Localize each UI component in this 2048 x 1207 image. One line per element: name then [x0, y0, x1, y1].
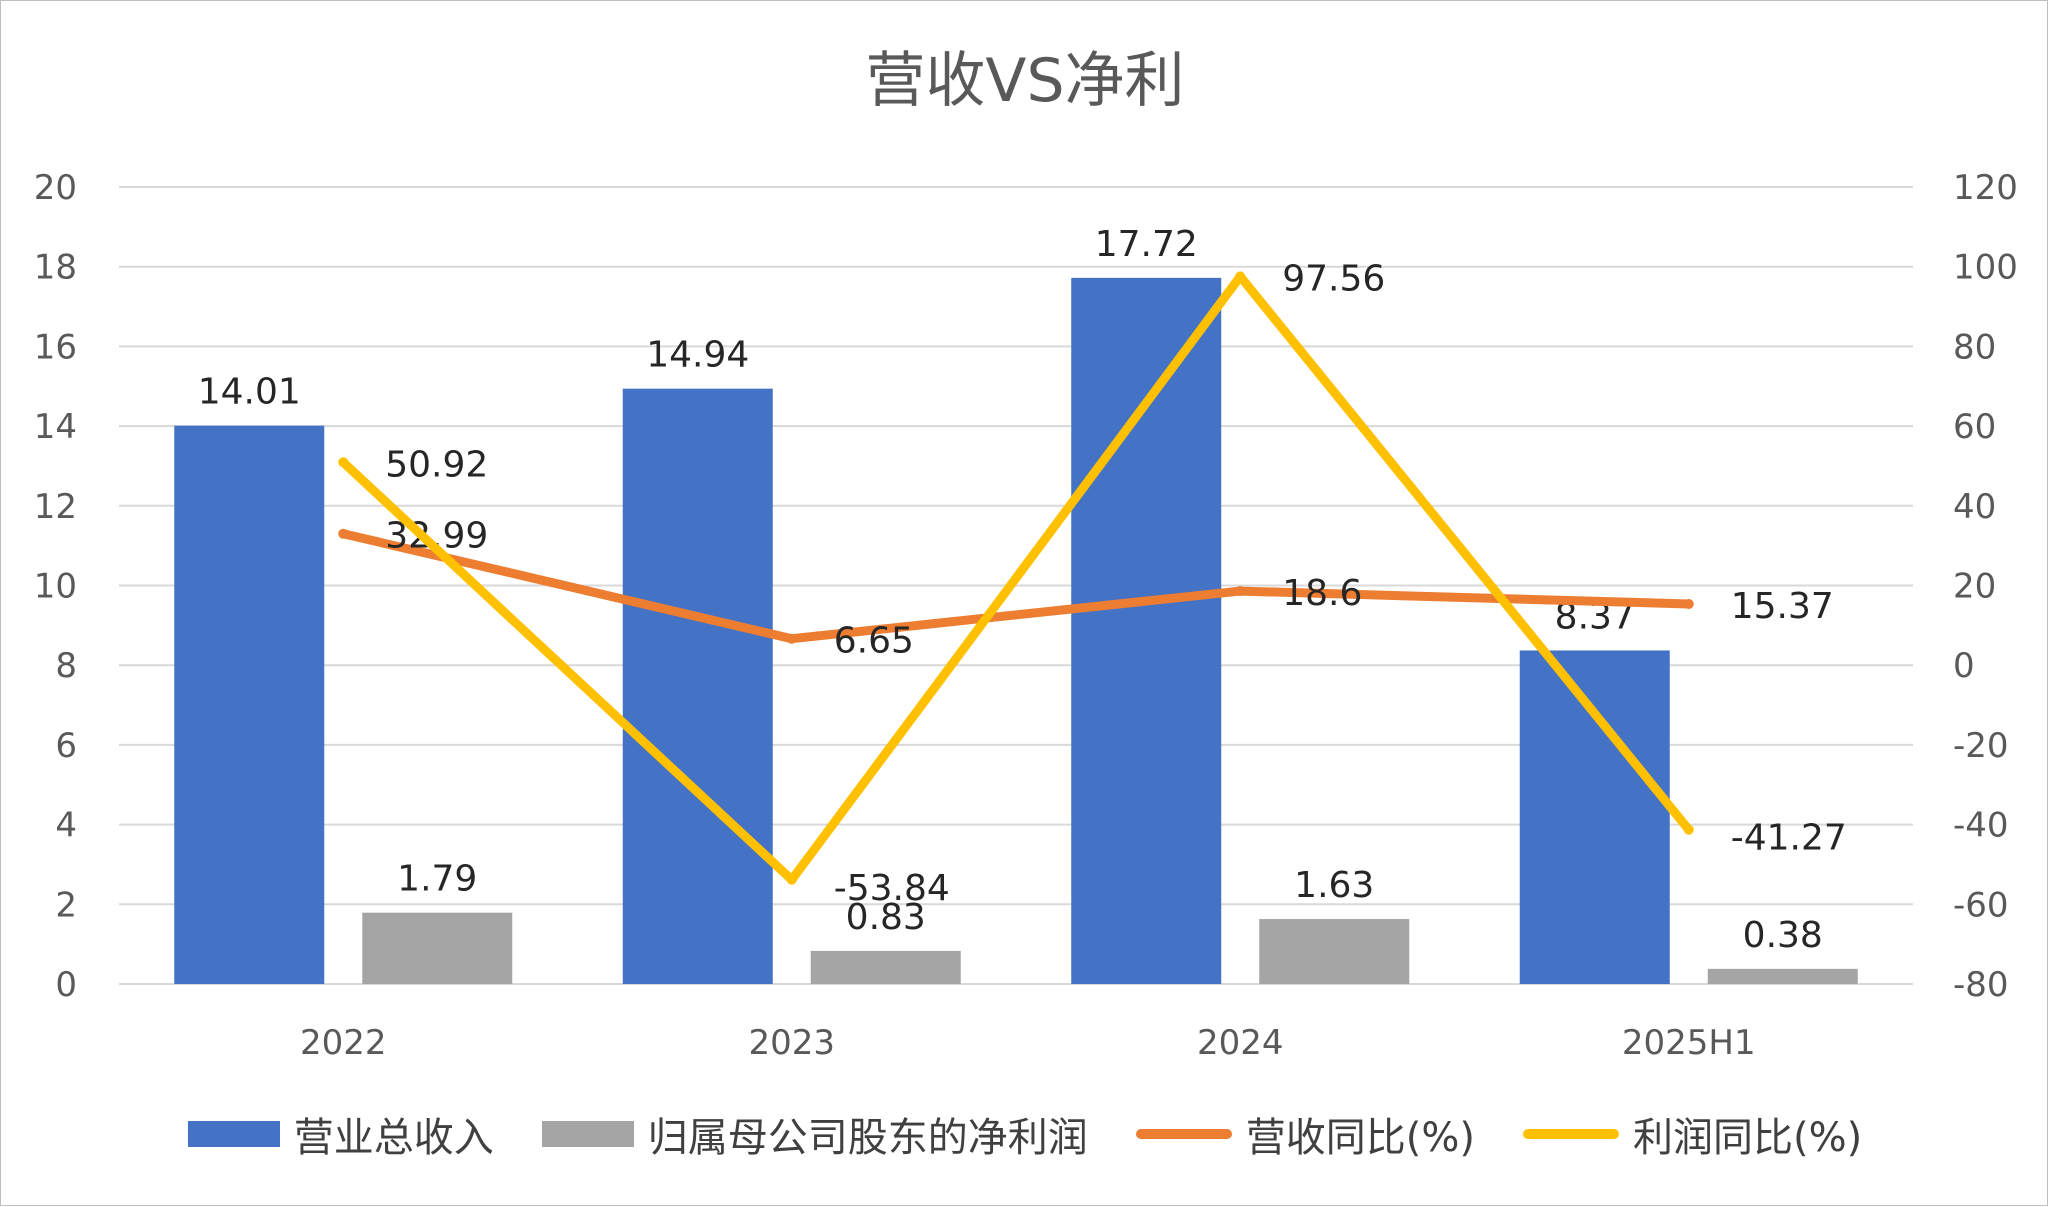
bar-revenue	[1519, 650, 1670, 984]
data-label-profit-yoy: 50.92	[385, 444, 488, 485]
data-label-net-profit: 0.83	[846, 897, 926, 938]
legend: 营业总收入 归属母公司股东的净利润 营收同比(%) 利润同比(%)	[1, 1109, 2048, 1161]
y-left-tick-label: 20	[34, 168, 77, 208]
y-left-tick-label: 4	[55, 806, 77, 846]
y-right-tick-label: 0	[1953, 646, 1975, 686]
data-label-revenue: 14.01	[198, 372, 301, 413]
x-tick-label: 2022	[300, 1023, 387, 1063]
y-right-tick-label: 20	[1953, 567, 1996, 607]
y-left-tick-label: 8	[55, 646, 77, 686]
legend-label-profit-yoy: 利润同比(%)	[1633, 1115, 1863, 1161]
bar-revenue	[1071, 277, 1222, 984]
y-left-tick-label: 10	[34, 567, 77, 607]
y-left-tick-label: 16	[34, 327, 77, 367]
legend-item-revenue-yoy: 营收同比(%)	[1135, 1105, 1475, 1163]
y-right-tick-label: 60	[1953, 407, 1996, 447]
y-right-tick-label: -80	[1953, 965, 2009, 1005]
y-right-tick-label: -60	[1953, 885, 2009, 925]
data-label-revenue-yoy: 18.6	[1282, 573, 1362, 614]
data-label-profit-yoy: 97.56	[1282, 258, 1385, 299]
legend-label-revenue-yoy: 营收同比(%)	[1245, 1115, 1475, 1161]
line-revenue-yoy	[338, 529, 1694, 644]
point-profit-yoy	[1235, 271, 1246, 282]
legend-item-revenue: 营业总收入	[187, 1105, 494, 1163]
data-label-revenue-yoy: 15.37	[1731, 586, 1834, 627]
point-revenue-yoy	[786, 633, 797, 644]
legend-item-profit-yoy: 利润同比(%)	[1523, 1105, 1862, 1163]
y-right-tick-label: 100	[1953, 248, 2018, 288]
y-right-tick-label: -20	[1953, 726, 2009, 766]
legend-swatch-revenue-yoy	[1135, 1129, 1232, 1139]
bar-revenue	[174, 425, 325, 984]
bar-revenue	[622, 388, 773, 984]
point-profit-yoy	[786, 874, 797, 885]
data-label-profit-yoy: -53.84	[834, 868, 950, 909]
data-label-revenue-yoy: 6.65	[834, 621, 914, 662]
data-label-net-profit: 0.38	[1743, 915, 1823, 956]
y-right-tick-label: -40	[1953, 806, 2009, 846]
line-profit-yoy	[338, 271, 1694, 885]
y-right-tick-label: 80	[1953, 327, 1996, 367]
legend-swatch-net-profit	[541, 1121, 634, 1147]
point-profit-yoy	[1683, 824, 1694, 835]
x-tick-label: 2023	[748, 1023, 835, 1063]
bar-net-profit	[1259, 919, 1410, 984]
y-left-tick-label: 0	[55, 965, 77, 1005]
data-label-net-profit: 1.79	[397, 859, 477, 900]
data-label-revenue: 17.72	[1095, 224, 1198, 265]
point-profit-yoy	[338, 457, 349, 468]
point-revenue-yoy	[338, 528, 349, 539]
point-revenue-yoy	[1235, 586, 1246, 597]
bar-net-profit	[362, 912, 513, 984]
y-left-tick-label: 12	[34, 487, 77, 527]
y-right-tick-label: 40	[1953, 487, 1996, 527]
legend-label-revenue: 营业总收入	[293, 1115, 494, 1161]
legend-swatch-revenue	[187, 1121, 280, 1147]
point-revenue-yoy	[1683, 598, 1694, 609]
y-left-tick-label: 2	[55, 885, 77, 925]
y-right-tick-label: 120	[1953, 168, 2018, 208]
y-left-tick-label: 14	[34, 407, 77, 447]
x-tick-label: 2025H1	[1622, 1023, 1756, 1063]
bar-net-profit	[810, 950, 961, 984]
data-label-profit-yoy: -41.27	[1731, 818, 1847, 859]
chart-title: 营收VS净利	[865, 46, 1184, 116]
legend-swatch-profit-yoy	[1523, 1129, 1619, 1139]
x-tick-label: 2024	[1197, 1023, 1284, 1063]
y-left-tick-label: 6	[55, 726, 77, 766]
data-label-net-profit: 1.63	[1294, 865, 1374, 906]
y-left-tick-label: 18	[34, 248, 77, 288]
data-label-revenue: 14.94	[646, 335, 749, 376]
legend-item-net-profit: 归属母公司股东的净利润	[541, 1105, 1088, 1163]
legend-label-net-profit: 归属母公司股东的净利润	[647, 1115, 1088, 1161]
bar-net-profit	[1707, 968, 1858, 984]
